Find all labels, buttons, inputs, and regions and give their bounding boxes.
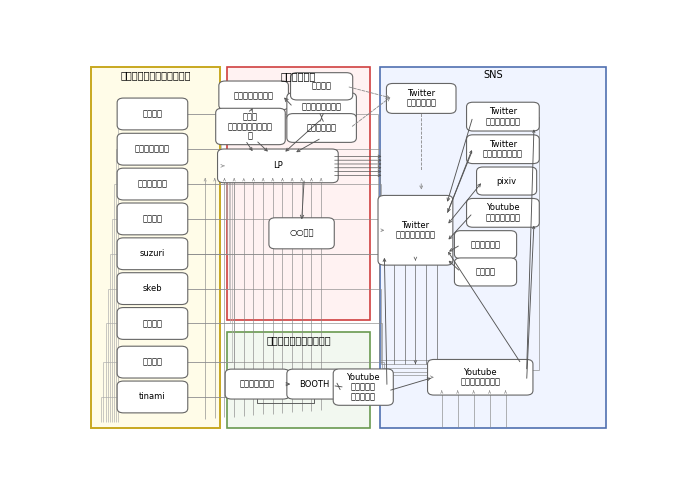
FancyBboxPatch shape <box>466 198 539 227</box>
FancyBboxPatch shape <box>287 93 356 122</box>
Text: Twitter
ラノベアカウント: Twitter ラノベアカウント <box>483 140 523 158</box>
Text: SNS: SNS <box>483 70 503 80</box>
Text: Twitter
メインアカウント: Twitter メインアカウント <box>396 221 435 240</box>
Text: LP: LP <box>273 161 283 170</box>
FancyBboxPatch shape <box>290 73 353 100</box>
Text: tinami: tinami <box>139 393 166 401</box>
Text: ココナラ: ココナラ <box>142 319 163 328</box>
FancyBboxPatch shape <box>227 332 370 429</box>
FancyBboxPatch shape <box>227 67 370 320</box>
Text: Twitter
サブアカウント: Twitter サブアカウント <box>486 107 520 126</box>
FancyBboxPatch shape <box>216 108 286 145</box>
Text: ニコニコモンズ: ニコニコモンズ <box>240 380 275 389</box>
Text: 裏ページ: 裏ページ <box>311 82 332 91</box>
Text: フリー素材ページ: フリー素材ページ <box>234 91 273 100</box>
Text: ノベルアップ: ノベルアップ <box>137 180 167 188</box>
FancyBboxPatch shape <box>287 114 356 142</box>
FancyBboxPatch shape <box>117 346 188 378</box>
FancyBboxPatch shape <box>117 98 188 130</box>
Text: pixiv: pixiv <box>496 177 517 185</box>
FancyBboxPatch shape <box>477 167 537 195</box>
FancyBboxPatch shape <box>466 135 539 164</box>
FancyBboxPatch shape <box>269 218 335 249</box>
Text: 作品集一覧ページ: 作品集一覧ページ <box>302 103 341 112</box>
FancyBboxPatch shape <box>466 102 539 131</box>
Text: ブログ
お問い合わせフォー
ム: ブログ お問い合わせフォー ム <box>228 112 273 141</box>
FancyBboxPatch shape <box>378 195 453 265</box>
Text: Youtube
サブチャンネル: Youtube サブチャンネル <box>486 204 520 222</box>
Text: フリー音源、フリー素材: フリー音源、フリー素材 <box>266 336 330 345</box>
Text: Youtube
フリー素材
チャンネル: Youtube フリー素材 チャンネル <box>346 373 380 401</box>
Text: BOOTH: BOOTH <box>299 380 329 389</box>
FancyBboxPatch shape <box>225 369 290 399</box>
Text: ○○工場: ○○工場 <box>290 229 314 238</box>
Text: タノムノ: タノムノ <box>142 358 163 367</box>
Text: マグマク: マグマク <box>142 110 163 119</box>
FancyBboxPatch shape <box>386 84 456 113</box>
Text: skeb: skeb <box>143 284 163 293</box>
FancyBboxPatch shape <box>428 360 533 395</box>
Text: Youtube
メインチャンネル: Youtube メインチャンネル <box>460 368 500 387</box>
FancyBboxPatch shape <box>287 369 341 399</box>
FancyBboxPatch shape <box>91 66 220 429</box>
FancyBboxPatch shape <box>117 168 188 200</box>
FancyBboxPatch shape <box>454 231 517 259</box>
FancyBboxPatch shape <box>117 308 188 339</box>
Text: ツイフィール: ツイフィール <box>471 240 500 249</box>
FancyBboxPatch shape <box>117 273 188 305</box>
FancyBboxPatch shape <box>218 149 338 183</box>
FancyBboxPatch shape <box>219 81 288 110</box>
FancyBboxPatch shape <box>333 369 393 405</box>
FancyBboxPatch shape <box>380 66 606 429</box>
Text: Twitter
裏アカウント: Twitter 裏アカウント <box>406 89 437 108</box>
FancyBboxPatch shape <box>117 203 188 235</box>
FancyBboxPatch shape <box>117 238 188 270</box>
Text: suzuri: suzuri <box>140 249 165 258</box>
Text: ホームページ: ホームページ <box>281 71 316 81</box>
Text: ジャンル別　特化型サイト: ジャンル別 特化型サイト <box>120 70 191 80</box>
FancyBboxPatch shape <box>117 133 188 165</box>
Text: インスタ: インスタ <box>142 215 163 223</box>
Text: ツイプロ: ツイプロ <box>475 268 496 277</box>
Text: 名作品ページ: 名作品ページ <box>307 123 337 132</box>
Text: アルファポリス: アルファポリス <box>135 145 170 154</box>
FancyBboxPatch shape <box>454 258 517 286</box>
FancyBboxPatch shape <box>117 381 188 413</box>
